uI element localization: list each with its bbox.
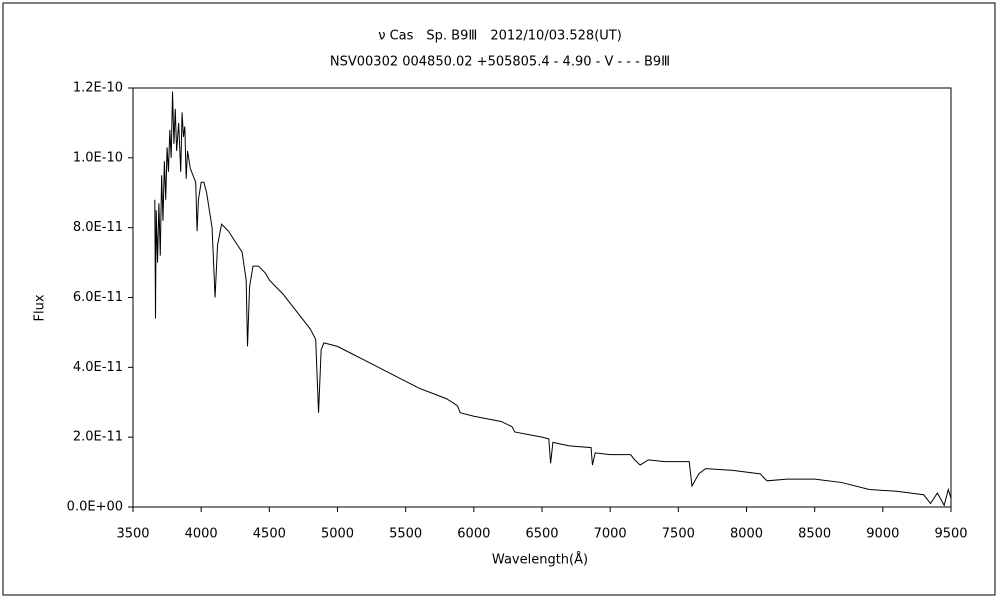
- x-tick-label: 6000: [457, 527, 490, 542]
- y-tick-label: 1.2E-10: [73, 81, 123, 96]
- x-tick-label: 8500: [798, 527, 831, 542]
- x-axis-label: Wavelength(Å): [492, 552, 588, 568]
- x-tick-label: 7000: [594, 527, 627, 542]
- y-axis-label: Flux: [33, 294, 48, 321]
- x-tick-label: 5500: [389, 527, 422, 542]
- y-tick-label: 2.0E-11: [73, 430, 123, 445]
- y-tick-label: 6.0E-11: [73, 290, 123, 305]
- chart-subtitle: NSV00302 004850.02 +505805.4 - 4.90 - V …: [330, 55, 670, 70]
- x-tick-label: 4000: [185, 527, 218, 542]
- x-tick-label: 9000: [866, 527, 899, 542]
- spectrum-line: [154, 91, 952, 507]
- y-tick-label: 0.0E+00: [67, 500, 123, 515]
- y-tick-label: 4.0E-11: [73, 360, 123, 375]
- x-tick-label: 7500: [662, 527, 695, 542]
- x-tick-label: 3500: [116, 527, 149, 542]
- x-tick-label: 6500: [525, 527, 558, 542]
- y-tick-label: 1.0E-10: [73, 150, 123, 165]
- x-tick-label: 4500: [253, 527, 286, 542]
- x-tick-label: 5000: [321, 527, 354, 542]
- x-tick-label: 9500: [934, 527, 967, 542]
- x-tick-label: 8000: [730, 527, 763, 542]
- chart-title: ν Cas Sp. B9Ⅲ 2012/10/03.528(UT): [378, 29, 622, 44]
- y-tick-label: 8.0E-11: [73, 220, 123, 235]
